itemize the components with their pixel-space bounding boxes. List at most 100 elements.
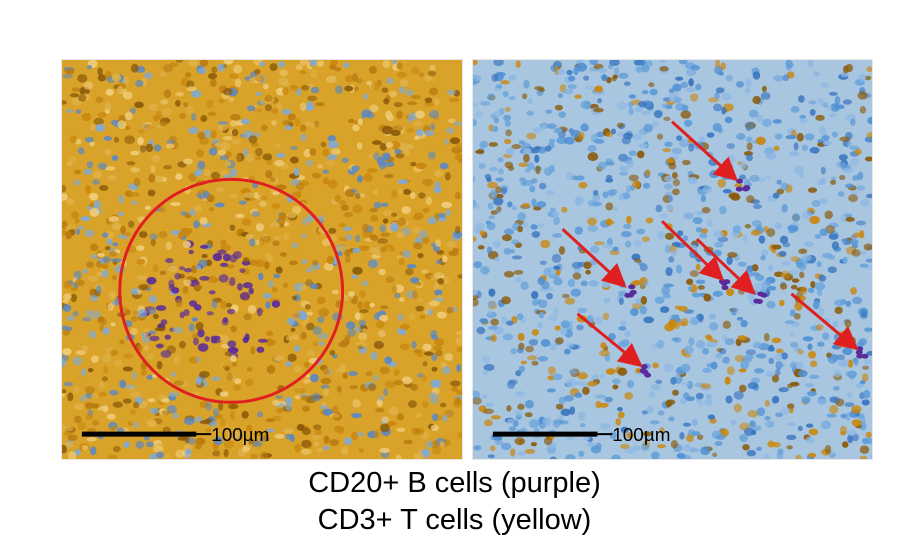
cell-nucleus: [772, 395, 780, 404]
cell-nucleus: [458, 159, 462, 164]
cell-nucleus: [146, 374, 154, 380]
cell-nucleus: [754, 282, 762, 291]
cell-nucleus: [351, 298, 358, 305]
cell-nucleus: [593, 107, 604, 113]
cell-nucleus: [571, 261, 583, 269]
cell-nucleus: [159, 71, 167, 77]
cell-nucleus: [331, 234, 338, 243]
cell-nucleus: [417, 373, 424, 378]
cell-nucleus: [643, 123, 654, 133]
cell-nucleus: [161, 410, 171, 416]
cell-nucleus: [312, 326, 322, 335]
cell-nucleus: [507, 419, 515, 424]
cell-nucleus: [435, 239, 441, 248]
cell-nucleus: [154, 327, 166, 332]
cell-nucleus: [822, 102, 829, 108]
cell-nucleus: [548, 164, 555, 173]
cell-nucleus: [218, 274, 229, 283]
cell-nucleus: [538, 311, 545, 319]
cell-nucleus: [193, 170, 202, 178]
cell-nucleus: [379, 314, 389, 322]
cell-nucleus: [434, 338, 445, 346]
cell-nucleus: [490, 415, 501, 420]
cell-nucleus: [156, 360, 163, 370]
cell-nucleus: [143, 328, 150, 337]
cell-nucleus: [97, 405, 109, 411]
b-cell-stain: [639, 368, 647, 374]
cell-nucleus: [850, 118, 856, 126]
cell-nucleus: [109, 389, 119, 396]
cell-nucleus: [74, 218, 80, 224]
cell-nucleus: [489, 445, 496, 452]
cell-nucleus: [659, 66, 669, 72]
cell-nucleus: [229, 277, 236, 286]
cell-nucleus: [290, 156, 299, 164]
cell-nucleus: [137, 137, 144, 146]
cell-nucleus: [222, 135, 233, 141]
cell-nucleus: [628, 174, 639, 182]
cell-nucleus: [230, 355, 237, 362]
cell-nucleus: [618, 297, 624, 305]
cell-nucleus: [428, 392, 438, 399]
cell-nucleus: [566, 378, 577, 388]
cell-nucleus: [549, 343, 557, 351]
cell-nucleus: [289, 84, 299, 91]
cell-nucleus: [547, 123, 557, 129]
cell-nucleus: [712, 290, 723, 297]
cell-nucleus: [352, 204, 363, 214]
cell-nucleus: [524, 168, 531, 173]
cell-nucleus: [548, 314, 559, 322]
cell-nucleus: [664, 141, 673, 148]
cell-nucleus: [439, 162, 449, 170]
cell-nucleus: [587, 217, 597, 226]
cell-nucleus: [100, 263, 109, 270]
cell-nucleus: [829, 91, 838, 96]
cell-nucleus: [484, 419, 493, 427]
cell-nucleus: [585, 85, 595, 90]
cell-nucleus: [432, 345, 443, 351]
cell-nucleus: [242, 445, 250, 453]
cell-nucleus: [526, 355, 538, 361]
cell-nucleus: [282, 428, 294, 434]
cell-nucleus: [634, 106, 644, 113]
cell-nucleus: [488, 325, 499, 331]
cell-nucleus: [456, 336, 462, 346]
cell-nucleus: [155, 305, 167, 311]
cell-nucleus: [416, 351, 424, 358]
cell-nucleus: [561, 293, 570, 299]
cell-nucleus: [102, 353, 112, 363]
cell-nucleus: [227, 346, 239, 354]
cell-nucleus: [305, 350, 316, 357]
cell-nucleus: [90, 446, 97, 456]
cell-nucleus: [860, 198, 870, 207]
cell-nucleus: [299, 102, 307, 112]
cell-nucleus: [659, 213, 668, 219]
cell-nucleus: [846, 392, 853, 399]
cell-nucleus: [820, 420, 832, 430]
cell-nucleus: [348, 291, 355, 298]
cell-nucleus: [148, 173, 156, 183]
cell-nucleus: [445, 209, 451, 216]
cell-nucleus: [259, 201, 267, 207]
cell-nucleus: [150, 238, 156, 247]
cell-nucleus: [406, 143, 414, 150]
cell-nucleus: [655, 204, 663, 213]
cell-nucleus: [220, 239, 227, 246]
cell-nucleus: [840, 213, 847, 223]
cell-nucleus: [233, 64, 243, 74]
cell-nucleus: [786, 434, 797, 440]
cell-nucleus: [507, 165, 515, 171]
cell-nucleus: [616, 101, 628, 110]
cell-nucleus: [110, 349, 118, 356]
cell-nucleus: [553, 277, 563, 286]
cell-nucleus: [689, 270, 699, 278]
cell-nucleus: [534, 154, 540, 163]
cell-nucleus: [149, 453, 157, 459]
cell-nucleus: [90, 124, 96, 131]
cell-nucleus: [695, 263, 701, 271]
cell-nucleus: [66, 161, 73, 167]
cell-nucleus: [530, 442, 537, 447]
cell-nucleus: [219, 154, 229, 161]
cell-nucleus: [576, 62, 588, 72]
cell-nucleus: [859, 455, 868, 459]
